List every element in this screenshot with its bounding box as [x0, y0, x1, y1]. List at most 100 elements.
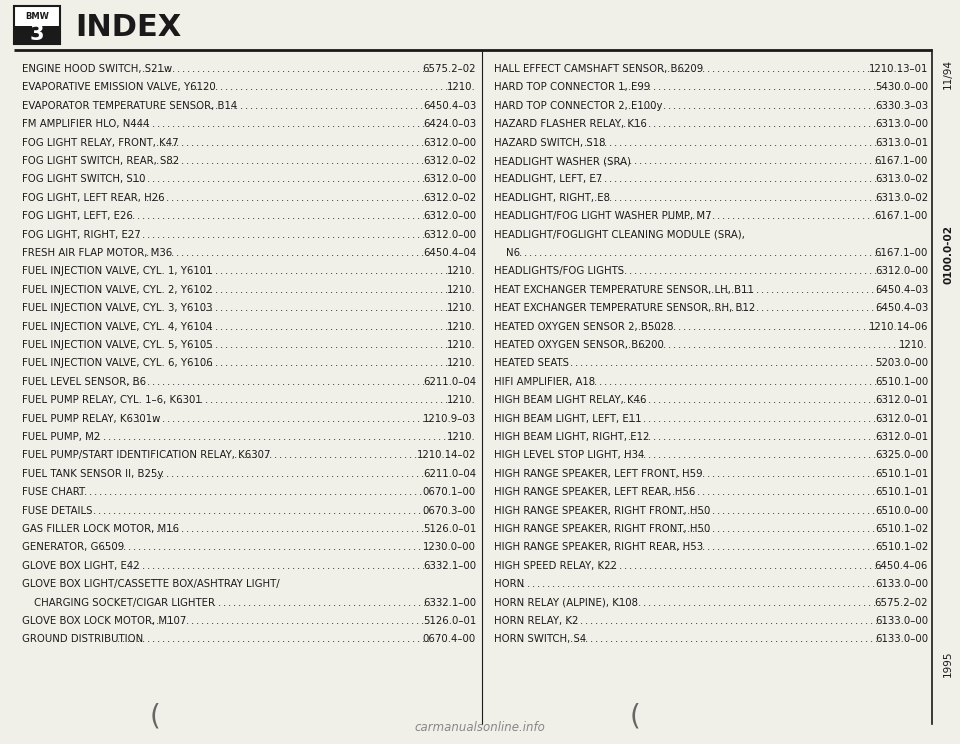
Text: .: . — [127, 561, 131, 571]
Text: .: . — [858, 156, 862, 166]
Text: .: . — [362, 635, 366, 644]
Text: .: . — [320, 359, 323, 368]
Text: .: . — [435, 83, 439, 92]
Text: .: . — [868, 83, 872, 92]
Text: .: . — [768, 321, 771, 332]
Text: .: . — [250, 285, 253, 295]
Text: .: . — [147, 376, 150, 387]
Text: .: . — [374, 321, 378, 332]
Text: .: . — [235, 100, 238, 111]
Text: .: . — [222, 64, 225, 74]
Text: .: . — [721, 304, 724, 313]
Text: .: . — [405, 395, 408, 405]
Text: .: . — [744, 174, 748, 185]
Text: .: . — [241, 193, 245, 203]
Text: .: . — [349, 340, 353, 350]
Text: .: . — [267, 376, 270, 387]
Text: .: . — [703, 100, 707, 111]
Text: .: . — [674, 156, 677, 166]
Text: FRESH AIR FLAP MOTOR, M36: FRESH AIR FLAP MOTOR, M36 — [22, 248, 172, 258]
Text: .: . — [688, 414, 691, 423]
Text: .: . — [288, 597, 291, 608]
Text: .: . — [88, 432, 91, 442]
Text: .: . — [804, 450, 806, 461]
Text: .: . — [732, 321, 736, 332]
Text: .: . — [347, 193, 349, 203]
Text: .: . — [850, 138, 852, 147]
Text: .: . — [415, 100, 419, 111]
Text: .: . — [325, 83, 328, 92]
Text: .: . — [349, 285, 353, 295]
Text: .: . — [659, 414, 661, 423]
Text: .: . — [668, 395, 671, 405]
Text: .: . — [728, 321, 731, 332]
Text: .: . — [385, 285, 388, 295]
Text: .: . — [197, 414, 200, 423]
Text: .: . — [413, 432, 417, 442]
Text: .: . — [766, 579, 770, 589]
Text: .: . — [763, 100, 766, 111]
Text: .: . — [799, 193, 803, 203]
Text: .: . — [382, 119, 385, 129]
Text: .: . — [685, 359, 688, 368]
Text: 6450.4–03: 6450.4–03 — [875, 285, 928, 295]
Text: .: . — [669, 561, 672, 571]
Text: .: . — [564, 616, 568, 626]
Text: .: . — [430, 266, 433, 277]
Text: .: . — [353, 506, 356, 516]
Text: .: . — [811, 506, 815, 516]
Text: .: . — [834, 376, 837, 387]
Text: .: . — [693, 340, 696, 350]
Text: .: . — [694, 376, 697, 387]
Text: .: . — [316, 138, 319, 147]
Text: .: . — [337, 174, 340, 185]
Text: .: . — [709, 174, 712, 185]
Text: .: . — [518, 248, 522, 258]
Text: .: . — [265, 304, 268, 313]
Text: .: . — [317, 561, 321, 571]
Text: .: . — [216, 616, 219, 626]
Text: .: . — [251, 138, 254, 147]
Text: .: . — [628, 597, 632, 608]
Text: .: . — [190, 395, 194, 405]
Text: .: . — [211, 156, 214, 166]
Text: .: . — [257, 211, 260, 221]
Text: .: . — [829, 193, 832, 203]
Text: .: . — [200, 359, 203, 368]
Text: .: . — [285, 321, 288, 332]
Text: .: . — [802, 487, 805, 497]
Text: .: . — [837, 211, 840, 221]
Text: .: . — [750, 635, 753, 644]
Text: .: . — [376, 119, 380, 129]
Text: 6312.0–00: 6312.0–00 — [875, 266, 928, 277]
Text: .: . — [197, 174, 200, 185]
Text: .: . — [793, 83, 797, 92]
Text: .: . — [351, 414, 355, 423]
Text: .: . — [827, 211, 830, 221]
Text: .: . — [339, 487, 342, 497]
Text: .: . — [812, 487, 815, 497]
Text: .: . — [688, 432, 691, 442]
Text: 1210.14–06: 1210.14–06 — [869, 321, 928, 332]
Text: .: . — [367, 376, 371, 387]
Text: HIGH RANGE SPEAKER, RIGHT FRONT, H50: HIGH RANGE SPEAKER, RIGHT FRONT, H50 — [494, 524, 710, 534]
Text: .: . — [659, 395, 661, 405]
Text: .: . — [812, 469, 815, 479]
Text: .: . — [728, 395, 732, 405]
Text: .: . — [323, 635, 325, 644]
Text: .: . — [217, 211, 220, 221]
Text: .: . — [372, 561, 375, 571]
Text: .: . — [322, 174, 325, 185]
Text: .: . — [361, 156, 364, 166]
Text: .: . — [808, 119, 811, 129]
Text: .: . — [322, 211, 325, 221]
Text: .: . — [252, 119, 255, 129]
Text: .: . — [783, 83, 786, 92]
Text: .: . — [835, 359, 838, 368]
Text: .: . — [142, 561, 145, 571]
Text: .: . — [272, 193, 275, 203]
Text: .: . — [546, 579, 550, 589]
Text: .: . — [813, 119, 817, 129]
Text: .: . — [330, 83, 333, 92]
Text: .: . — [267, 230, 270, 240]
